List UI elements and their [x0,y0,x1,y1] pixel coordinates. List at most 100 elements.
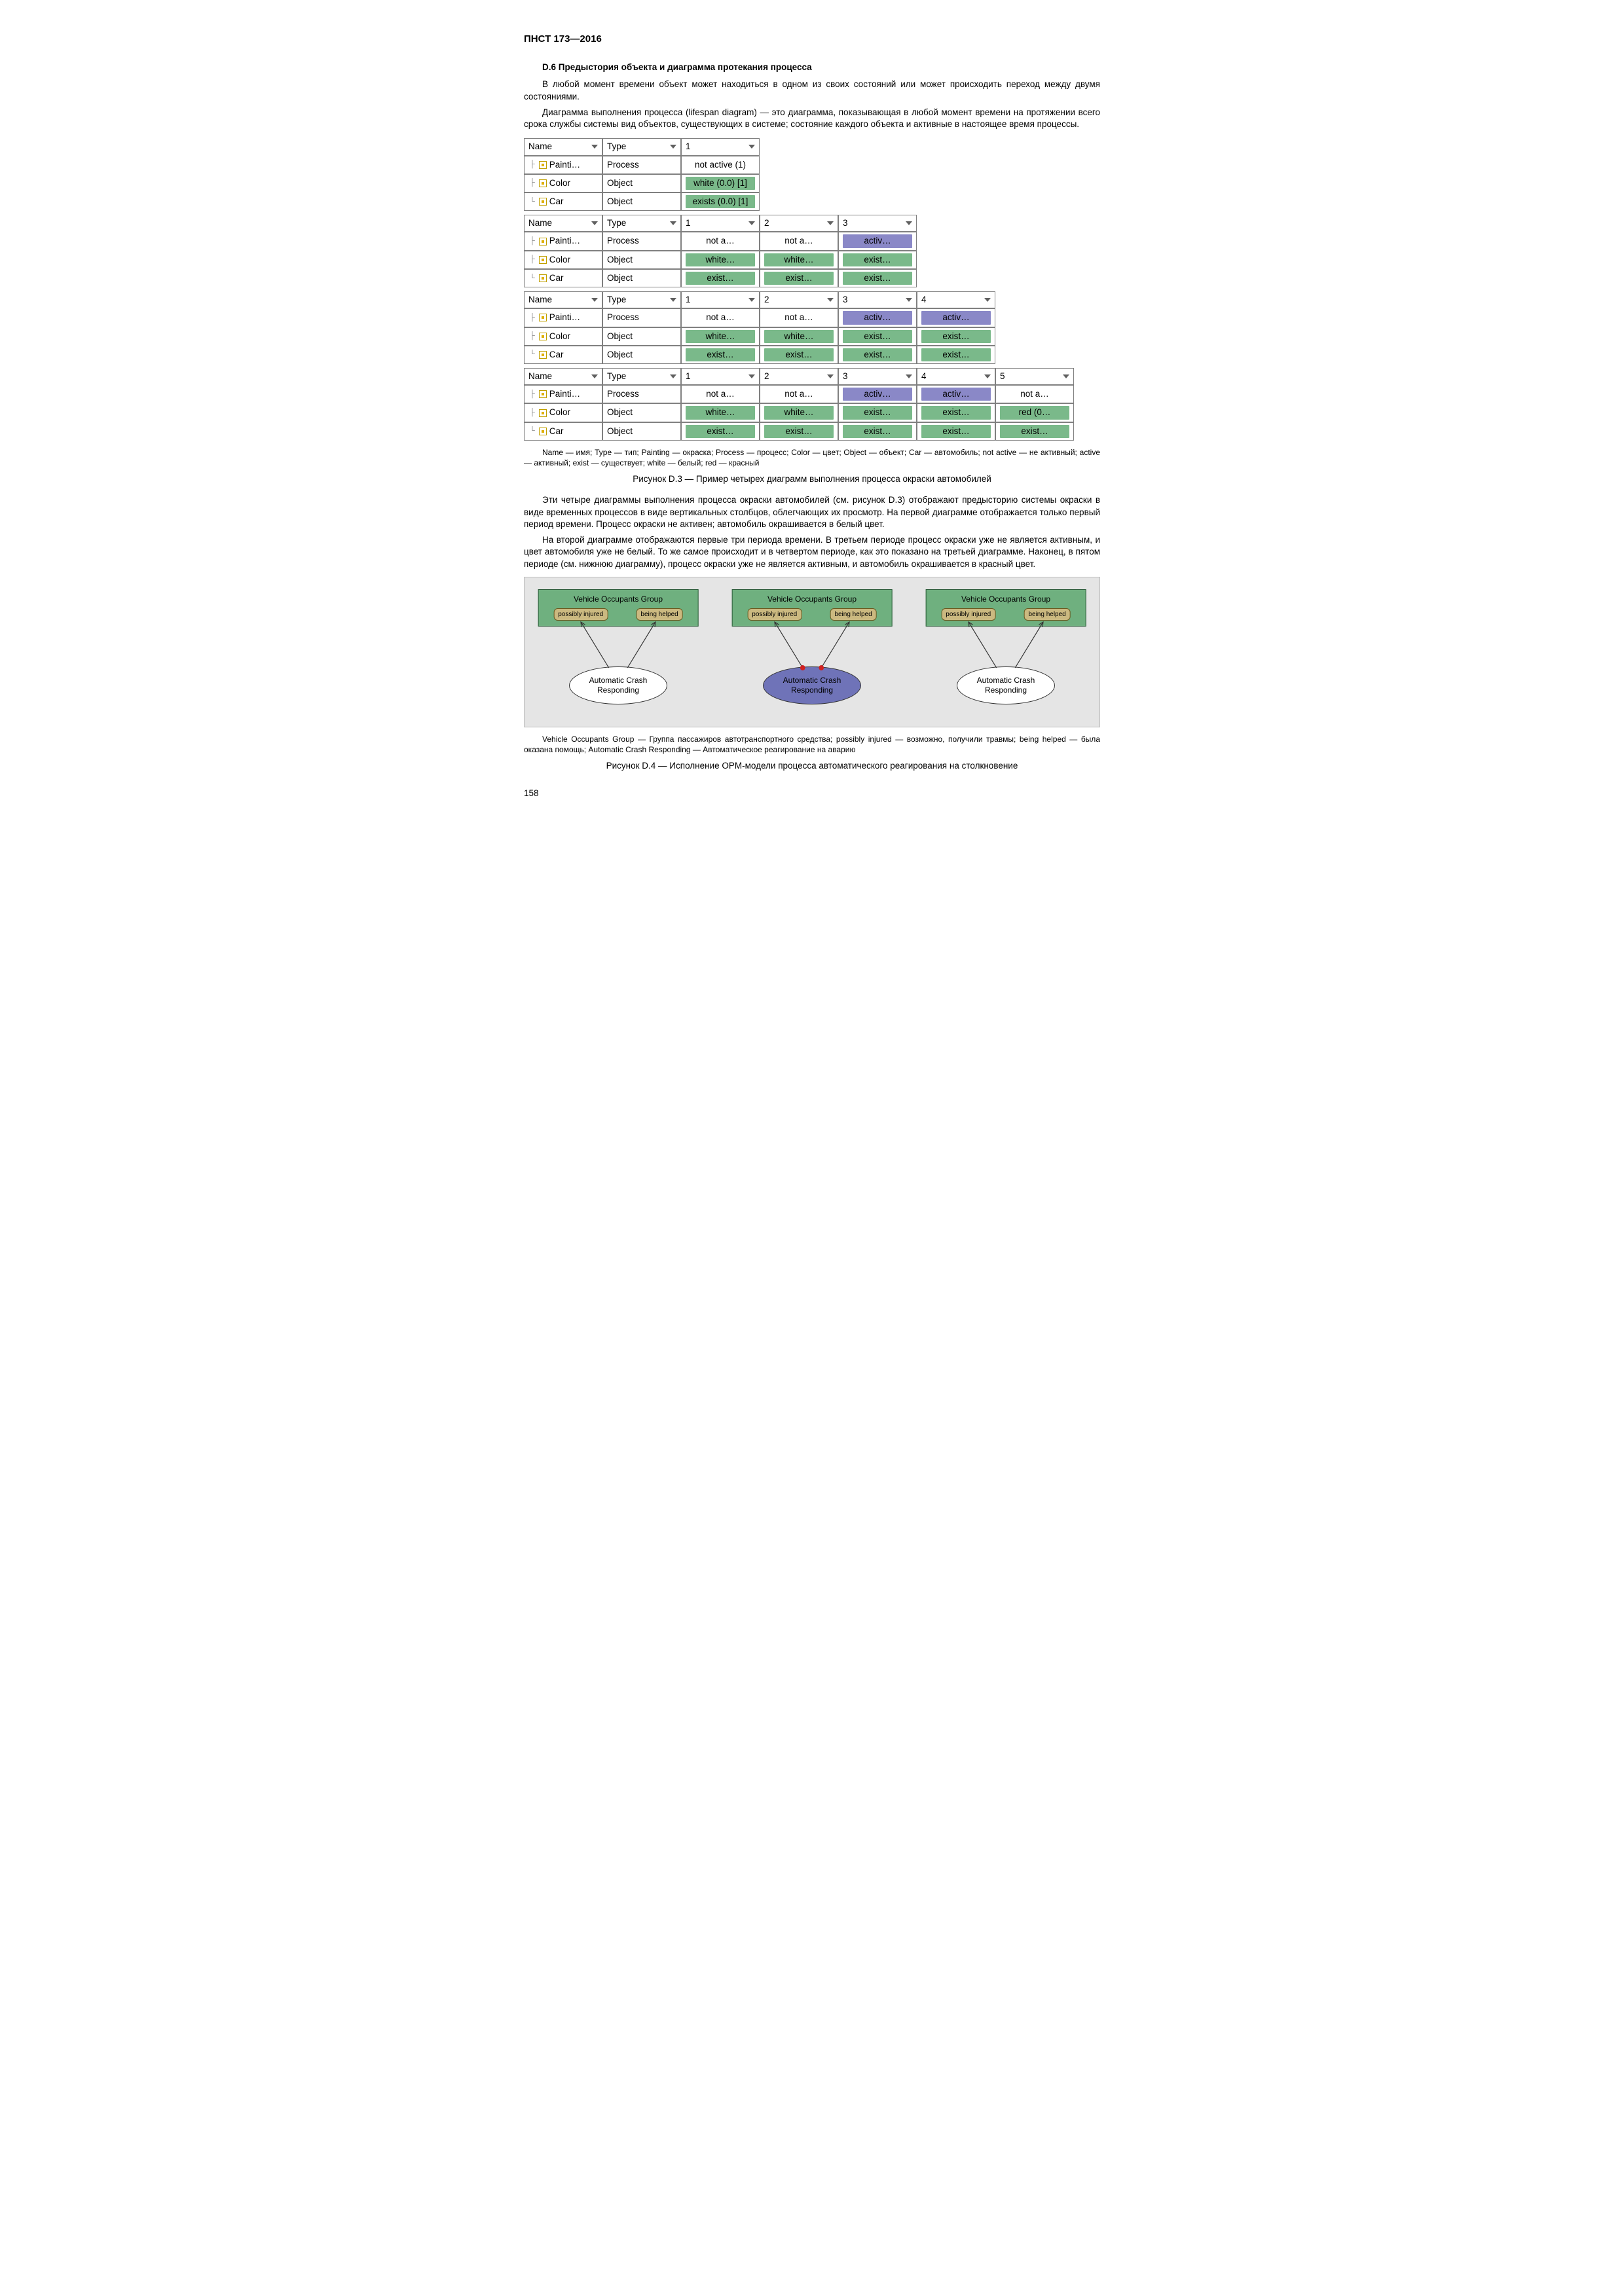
legend-d4: Vehicle Occupants Group — Группа пассажи… [524,734,1100,755]
data-cell: white… [760,327,838,346]
row-type-cell: Process [602,385,681,403]
object-box: Vehicle Occupants Grouppossibly injuredb… [926,589,1086,627]
diagram-panel: Vehicle Occupants Grouppossibly injuredb… [725,589,899,707]
row-type-cell: Object [602,422,681,441]
data-cell: exist… [838,403,917,422]
node-icon [539,333,547,340]
data-cell: exist… [838,422,917,441]
column-header[interactable]: 1 [681,368,760,385]
process-ellipse: Automatic Crash Responding [957,666,1055,704]
row-type-cell: Object [602,251,681,269]
data-cell: not a… [681,385,760,403]
state-possibly-injured: possibly injured [747,608,802,621]
lifespan-table: NameType1├Painti…Processnot active (1)├C… [524,138,1100,211]
dropdown-icon[interactable] [591,145,598,149]
dropdown-icon[interactable] [827,221,834,225]
dropdown-icon[interactable] [827,374,834,378]
data-cell: not a… [681,232,760,250]
diagram-panel: Vehicle Occupants Grouppossibly injuredb… [531,589,705,707]
dropdown-icon[interactable] [748,374,755,378]
opm-diagram: Vehicle Occupants Group possibly injured b… [524,577,1100,727]
document-header: ПНСТ 173—2016 [524,33,1100,46]
data-cell: exist… [760,422,838,441]
data-cell: activ… [917,308,995,327]
row-name-cell: ├Color [524,251,602,269]
paragraph: В любой момент времени объект может нахо… [524,79,1100,102]
lifespan-table: NameType1234├Painti…Processnot a…not a…a… [524,291,1100,364]
column-header[interactable]: Type [602,368,681,385]
legend-d3: Name — имя; Type — тип; Painting — окрас… [524,447,1100,468]
column-header[interactable]: 1 [681,291,760,308]
column-header[interactable]: 4 [917,368,995,385]
dropdown-icon[interactable] [591,298,598,302]
dropdown-icon[interactable] [591,221,598,225]
column-header[interactable]: Type [602,138,681,155]
column-header[interactable]: 4 [917,291,995,308]
row-name-cell: ├Painti… [524,385,602,403]
row-type-cell: Object [602,192,681,211]
column-header[interactable]: 3 [838,368,917,385]
node-icon [539,351,547,359]
row-type-cell: Object [602,269,681,287]
table-row: ├ColorObjectwhite…white…exist…exist… [524,327,1100,346]
dropdown-icon[interactable] [984,298,991,302]
column-header[interactable]: Name [524,215,602,232]
data-cell: exist… [838,327,917,346]
dropdown-icon[interactable] [906,374,912,378]
paragraph: Диаграмма выполнения процесса (lifespan … [524,107,1100,130]
dropdown-icon[interactable] [906,298,912,302]
dropdown-icon[interactable] [670,145,676,149]
dropdown-icon[interactable] [670,221,676,225]
dropdown-icon[interactable] [748,298,755,302]
column-header[interactable]: 1 [681,138,760,155]
row-name-cell: └Car [524,422,602,441]
column-header[interactable]: Name [524,291,602,308]
dropdown-icon[interactable] [1063,374,1069,378]
data-cell: exist… [681,346,760,364]
state-being-helped: being helped [830,608,876,621]
data-cell: exists (0.0) [1] [681,192,760,211]
data-cell: white… [760,251,838,269]
column-header[interactable]: Name [524,138,602,155]
data-cell: not a… [760,385,838,403]
object-box: Vehicle Occupants Grouppossibly injuredb… [538,589,699,627]
table-row: ├Painti…Processnot active (1) [524,156,1100,174]
column-header[interactable]: 1 [681,215,760,232]
column-header[interactable]: Type [602,291,681,308]
column-header[interactable]: 2 [760,291,838,308]
dropdown-icon[interactable] [670,298,676,302]
column-header[interactable]: 5 [995,368,1074,385]
dropdown-icon[interactable] [591,374,598,378]
node-icon [539,274,547,282]
row-name-cell: ├Painti… [524,232,602,250]
dropdown-icon[interactable] [906,221,912,225]
column-header[interactable]: Name [524,368,602,385]
column-header[interactable]: 2 [760,215,838,232]
column-header[interactable]: Type [602,215,681,232]
data-cell: exist… [917,403,995,422]
dropdown-icon[interactable] [748,221,755,225]
dropdown-icon[interactable] [827,298,834,302]
column-header[interactable]: 2 [760,368,838,385]
lifespan-table: NameType123├Painti…Processnot a…not a…ac… [524,215,1100,287]
object-box: Vehicle Occupants Grouppossibly injuredb… [732,589,893,627]
object-title: Vehicle Occupants Group [929,594,1083,604]
state-possibly-injured: possibly injured [553,608,608,621]
dropdown-icon[interactable] [748,145,755,149]
table-row: ├Painti…Processnot a…not a…activ… [524,232,1100,250]
dropdown-icon[interactable] [984,374,991,378]
column-header[interactable]: 3 [838,291,917,308]
data-cell: white… [681,403,760,422]
dropdown-icon[interactable] [670,374,676,378]
data-cell: exist… [838,269,917,287]
table-row: └CarObjectexist…exist…exist…exist… [524,346,1100,364]
table-row: └CarObjectexists (0.0) [1] [524,192,1100,211]
process-ellipse: Automatic Crash Responding [569,666,667,704]
column-header[interactable]: 3 [838,215,917,232]
row-name-cell: ├Color [524,327,602,346]
data-cell: exist… [681,422,760,441]
node-icon [539,256,547,264]
row-name-cell: └Car [524,346,602,364]
data-cell: exist… [995,422,1074,441]
data-cell: not active (1) [681,156,760,174]
